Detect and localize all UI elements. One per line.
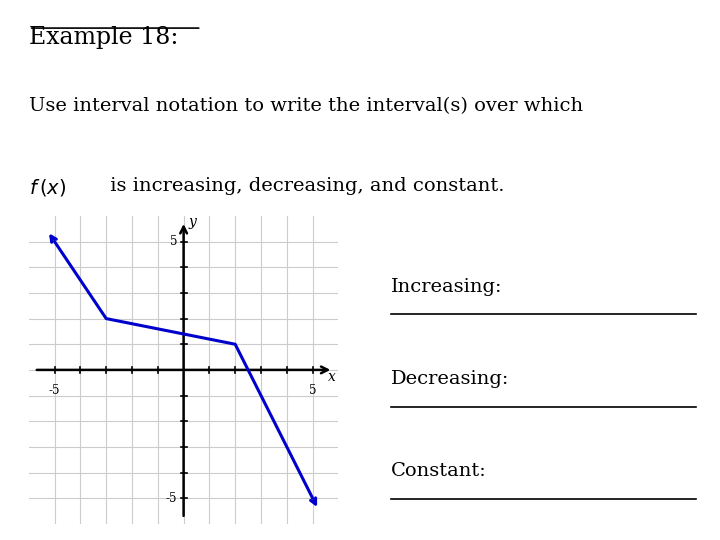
Text: y: y: [188, 215, 196, 230]
Text: Example 18:: Example 18:: [29, 26, 178, 49]
Text: is increasing, decreasing, and constant.: is increasing, decreasing, and constant.: [104, 177, 505, 195]
Text: 5: 5: [309, 384, 316, 397]
Text: Use interval notation to write the interval(s) over which: Use interval notation to write the inter…: [29, 97, 583, 115]
Text: Decreasing:: Decreasing:: [391, 370, 509, 388]
Text: 5: 5: [170, 235, 177, 248]
Text: Constant:: Constant:: [391, 462, 487, 480]
Text: -5: -5: [166, 491, 177, 505]
Text: x: x: [328, 370, 336, 384]
Text: -5: -5: [49, 384, 60, 397]
Text: Increasing:: Increasing:: [391, 278, 503, 295]
Text: $f\,(x)$: $f\,(x)$: [29, 177, 66, 198]
